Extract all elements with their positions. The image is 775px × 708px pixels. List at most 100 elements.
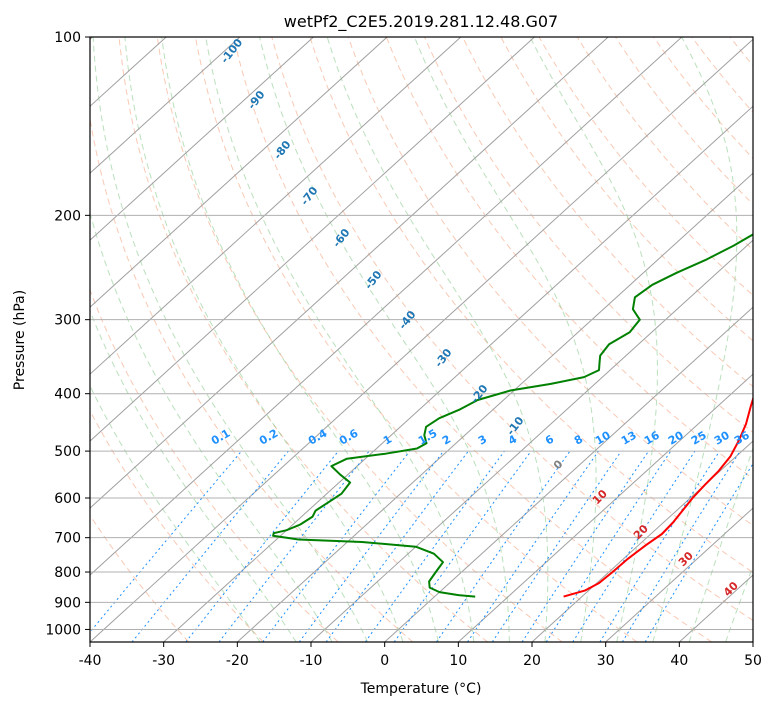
mixing-ratio-line — [90, 450, 242, 633]
x-tick-label: 10 — [449, 653, 467, 669]
mixing-ratio-label: 3 — [476, 433, 489, 448]
dry-adiabat-line — [90, 115, 414, 642]
x-tick-label: 0 — [380, 653, 389, 669]
mixing-ratio-line — [131, 450, 289, 642]
moist-adiabat-line — [90, 384, 261, 642]
mixing-ratio-label: 20 — [666, 429, 686, 448]
dry-adiabat-line — [90, 288, 339, 642]
x-tick-label: -40 — [79, 653, 102, 669]
dry-adiabat-label: -60 — [330, 226, 353, 250]
x-axis: -40 -30 -20 -10 0 10 20 30 40 50 — [79, 642, 762, 669]
y-tick-label: 200 — [54, 208, 81, 224]
mixing-ratio-line — [467, 450, 599, 642]
moist-adiabat-label: 40 — [721, 579, 741, 599]
isotherm-line — [531, 440, 753, 642]
y-tick-label: 100 — [54, 30, 81, 46]
isotherm-line — [90, 37, 609, 509]
dry-adiabat-line — [652, 37, 753, 160]
isotherm-line — [752, 641, 753, 642]
chart-title: wetPf2_C2E5.2019.281.12.48.G07 — [284, 12, 558, 32]
x-axis-label: Temperature (°C) — [360, 681, 482, 697]
mixing-ratio-line — [491, 450, 622, 642]
x-tick-label: 20 — [523, 653, 541, 669]
moist-adiabat-line — [688, 446, 753, 642]
dry-adiabat-line — [729, 37, 753, 67]
horizontal-gridlines — [90, 37, 753, 630]
dry-adiabat-line — [233, 37, 712, 642]
mixing-ratio-line — [644, 462, 753, 642]
mixing-ratio-line — [262, 450, 411, 642]
isotherm-line — [310, 239, 753, 642]
isotherm-line — [90, 38, 753, 642]
moist-adiabat-line — [259, 37, 510, 642]
isotherm-line — [90, 37, 388, 308]
dry-adiabat-label: -40 — [396, 308, 419, 332]
y-tick-label: 500 — [54, 444, 81, 460]
moist-adiabat-line — [414, 37, 597, 642]
dry-adiabat-line — [309, 37, 753, 574]
moist-adiabat-line — [161, 37, 439, 642]
dry-adiabat-line — [271, 37, 753, 622]
moist-adiabat-line — [90, 309, 297, 642]
profiles — [272, 233, 753, 598]
dry-adiabat-line — [538, 37, 753, 296]
moist-adiabat-line — [205, 37, 475, 642]
dry-adiabat-label: -80 — [271, 138, 294, 162]
plot-frame — [89, 36, 754, 643]
dry-adiabat-line — [761, 28, 775, 642]
y-axis: 100 200 300 400 500 600 700 800 900 1000 — [45, 30, 90, 638]
moist-adiabat-line — [652, 37, 738, 642]
mixing-ratio-label: 13 — [619, 429, 639, 448]
dry-adiabat-label: -70 — [298, 184, 321, 208]
mixing-ratio-label: 6 — [543, 432, 556, 447]
mixing-ratio-label: 0.6 — [337, 426, 361, 447]
y-axis-label: Pressure (hPa) — [12, 290, 28, 390]
moist-adiabat-label: 0 — [551, 457, 566, 472]
dry-adiabat-line — [194, 37, 638, 642]
dry-adiabat-line — [118, 37, 488, 642]
moist-adiabat-line — [90, 211, 333, 642]
mixing-ratio-line — [572, 450, 696, 642]
y-tick-label: 300 — [54, 313, 81, 329]
x-tick-label: -30 — [152, 653, 175, 669]
mixing-ratio-label: 0.2 — [257, 427, 280, 448]
dry-adiabat-line — [576, 37, 753, 251]
dry-adiabat-label: -30 — [432, 346, 455, 370]
isotherm-line — [605, 507, 753, 642]
dry-adiabat-line — [156, 37, 563, 642]
x-tick-label: 50 — [744, 653, 762, 669]
moist-adiabat-line — [92, 37, 369, 642]
x-tick-label: 40 — [670, 653, 688, 669]
mixing-ratio-label: 0.4 — [306, 426, 330, 447]
isotherm-line — [457, 373, 753, 642]
x-tick-label: -10 — [300, 653, 323, 669]
isotherm-line — [90, 37, 462, 375]
isotherm-line — [90, 37, 535, 442]
y-tick-label: 600 — [54, 491, 81, 507]
x-tick-label: 30 — [597, 653, 615, 669]
isotherm-line — [236, 172, 753, 642]
y-tick-label: 1000 — [45, 622, 81, 638]
mixing-ratio-label: 16 — [642, 429, 662, 448]
x-tick-label: -20 — [226, 653, 249, 669]
mixing-ratio-line — [599, 450, 721, 642]
line-labels: 0.1 0.2 0.4 0.6 1 1.5 2 3 4 6 8 10 13 16 20 25 30 36-100-… — [209, 36, 752, 599]
mixing-ratio-line — [435, 450, 571, 642]
y-tick-label: 900 — [54, 595, 81, 611]
dry-adiabat-line — [691, 37, 753, 113]
moist-adiabat-line — [326, 37, 549, 642]
mixing-ratio-line — [521, 450, 650, 642]
dry-adiabat-label: -100 — [218, 36, 245, 66]
mixing-ratio-line — [621, 450, 741, 642]
moist-adiabat-label: 20 — [631, 522, 651, 542]
dry-adiabat-line — [385, 37, 753, 480]
mixing-ratio-line — [545, 450, 672, 642]
mixing-ratio-label: 30 — [712, 429, 732, 448]
dry-adiabat-line — [90, 514, 190, 642]
mixing-ratio-line — [364, 450, 505, 642]
background-lines — [90, 28, 775, 642]
moist-adiabat-line — [725, 564, 753, 642]
isotherm-line — [384, 306, 753, 642]
dewpoint-profile — [272, 233, 753, 598]
